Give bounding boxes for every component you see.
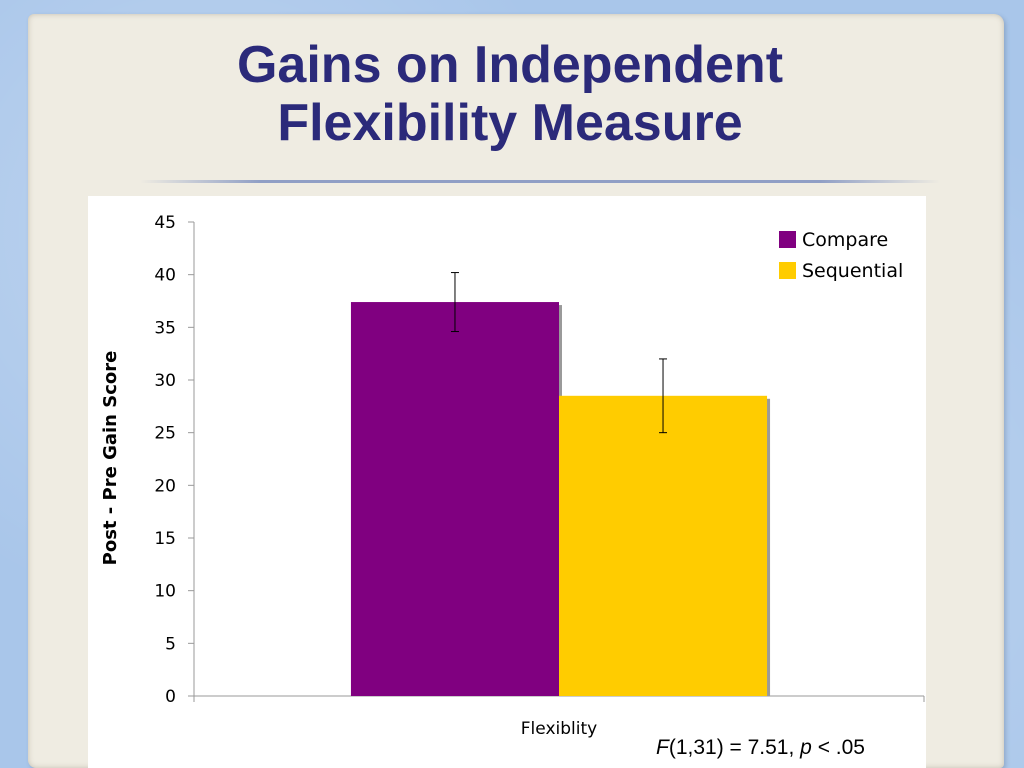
title-divider bbox=[140, 180, 940, 183]
statistic-annotation: F(1,31) = 7.51, p < .05 bbox=[656, 736, 865, 760]
y-tick-label: 15 bbox=[154, 529, 176, 549]
y-tick-label: 40 bbox=[154, 266, 176, 286]
x-category-label: Flexiblity bbox=[521, 719, 597, 739]
bar-compare bbox=[350, 302, 559, 696]
y-tick-label: 20 bbox=[154, 476, 176, 496]
legend-swatch-sequential bbox=[779, 262, 796, 279]
y-tick-label: 35 bbox=[154, 318, 176, 338]
bars-layer: Flexiblity bbox=[350, 272, 771, 739]
p-symbol: p bbox=[800, 736, 812, 759]
y-axis-title: Post - Pre Gain Score bbox=[100, 351, 121, 566]
bar-sequential bbox=[559, 395, 768, 696]
f-symbol: F bbox=[656, 736, 669, 759]
y-tick-label: 25 bbox=[154, 424, 176, 444]
legend-label-compare: Compare bbox=[802, 229, 888, 251]
y-tick-label: 5 bbox=[165, 634, 176, 654]
legend-label-sequential: Sequential bbox=[802, 260, 903, 282]
slide-title: Gains on Independent Flexibility Measure bbox=[80, 36, 940, 152]
f-args: (1,31) = 7.51, bbox=[668, 736, 801, 759]
title-line-1: Gains on Independent bbox=[236, 36, 784, 94]
y-tick-label: 10 bbox=[154, 582, 176, 602]
legend-swatch-compare bbox=[779, 231, 796, 248]
y-tick-label: 30 bbox=[154, 371, 176, 391]
title-line-2: Flexibility Measure bbox=[277, 94, 743, 152]
legend: Compare Sequential bbox=[779, 229, 903, 282]
y-tick-label: 45 bbox=[154, 213, 176, 233]
p-value: < .05 bbox=[811, 736, 865, 759]
y-tick-label: 0 bbox=[165, 687, 176, 707]
